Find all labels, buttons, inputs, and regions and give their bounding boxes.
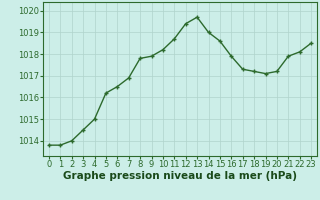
X-axis label: Graphe pression niveau de la mer (hPa): Graphe pression niveau de la mer (hPa) xyxy=(63,171,297,181)
